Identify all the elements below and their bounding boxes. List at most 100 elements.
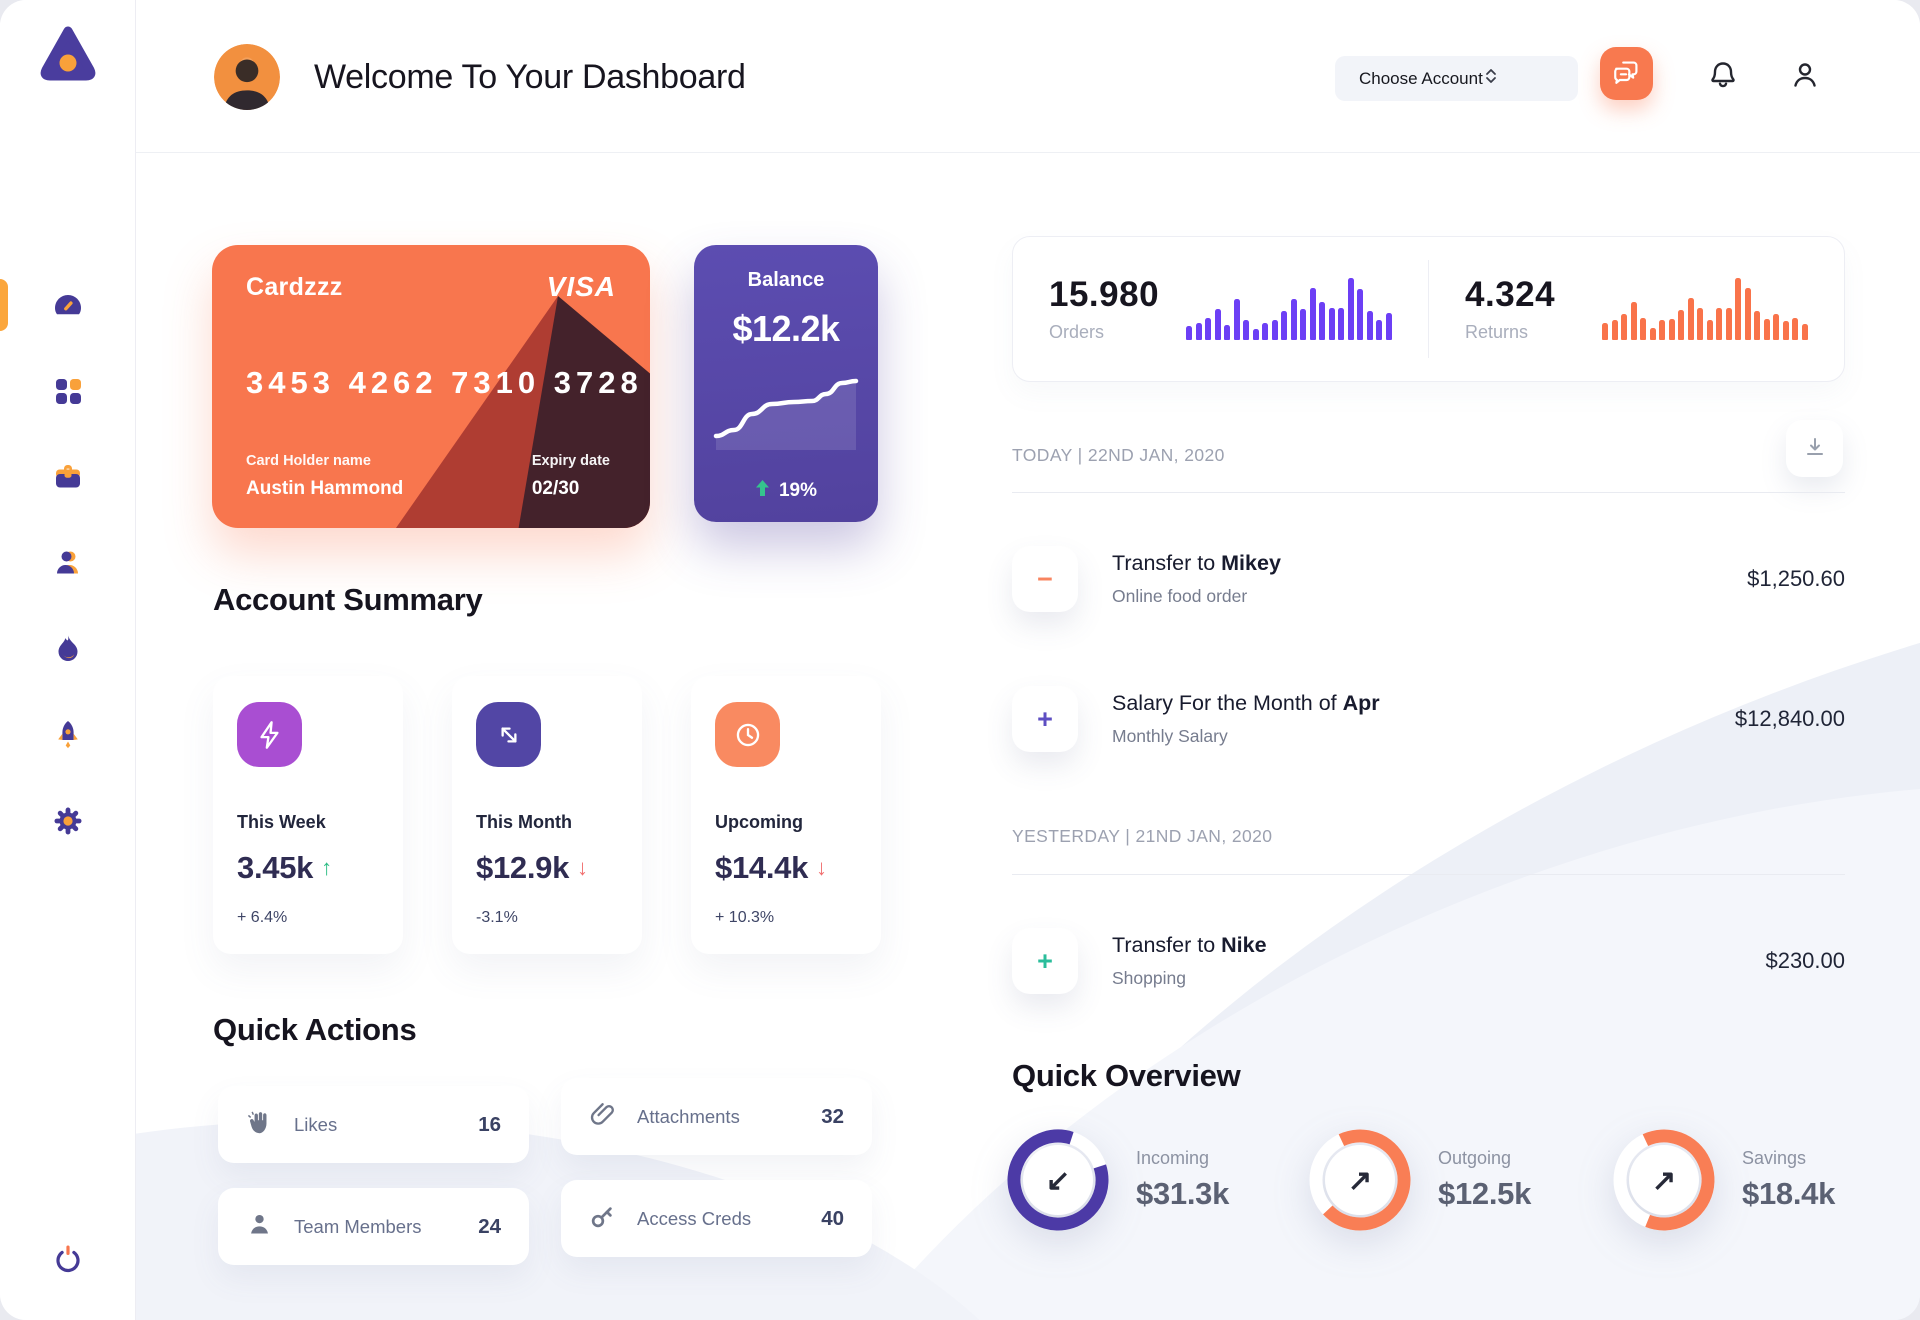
sidebar-item-work[interactable] xyxy=(0,460,135,494)
quick-action-count: 32 xyxy=(821,1104,844,1128)
orders-label: Orders xyxy=(1049,322,1105,342)
transaction-subtitle: Shopping xyxy=(1112,968,1186,988)
power-icon xyxy=(51,1245,85,1279)
overview-value: $12.5k xyxy=(1438,1176,1532,1211)
down-arrow: ↓ xyxy=(577,855,588,880)
orders-value: 15.980 xyxy=(1049,275,1160,314)
transaction-amount: $12,840.00 xyxy=(1734,706,1845,731)
quick-action-team-members[interactable]: Team Members 24 xyxy=(218,1188,529,1265)
transaction-row[interactable]: + Salary For the Month of Apr Monthly Sa… xyxy=(1012,686,1845,752)
users-icon xyxy=(51,546,85,580)
trend-up-arrow-icon xyxy=(755,480,770,502)
transaction-subtitle: Online food order xyxy=(1112,586,1248,606)
profile-icon xyxy=(1788,63,1822,95)
quick-action-attachments[interactable]: Attachments 32 xyxy=(561,1078,872,1155)
briefcase-icon xyxy=(51,460,85,494)
top-header: Welcome To Your Dashboard Choose Account xyxy=(136,0,1920,153)
dashboard-gauge-icon xyxy=(51,288,85,322)
quick-action-label: Access Creds xyxy=(637,1207,752,1229)
summary-delta: -3.1% xyxy=(476,909,518,926)
sidebar xyxy=(0,0,136,1320)
lightning-icon xyxy=(237,702,302,767)
summary-card-this-month: This Month $12.9k ↓ -3.1% xyxy=(452,676,642,954)
balance-label: Balance xyxy=(747,269,825,291)
visa-logo: VISA xyxy=(546,271,616,302)
member-icon xyxy=(246,1211,273,1243)
balance-card[interactable]: Balance $12.2k 19% xyxy=(694,245,878,522)
download-transactions-button[interactable] xyxy=(1786,420,1843,477)
sidebar-item-users[interactable] xyxy=(0,546,135,580)
summary-card-this-week: This Week 3.45k ↑ + 6.4% xyxy=(213,676,403,954)
diagonal-arrows-icon xyxy=(476,702,541,767)
bell-icon xyxy=(1706,62,1740,95)
clock-icon xyxy=(715,702,780,767)
transaction-amount: $1,250.60 xyxy=(1747,566,1845,591)
quick-action-count: 24 xyxy=(478,1214,501,1238)
balance-change: 19% xyxy=(778,480,818,501)
summary-value: $12.9k ↓ xyxy=(476,850,588,885)
quick-actions-title: Quick Actions xyxy=(213,1012,417,1047)
account-summary-title: Account Summary xyxy=(213,582,483,617)
incoming-progress-ring: ↙ xyxy=(1006,1128,1110,1232)
orders-stat: 15.980 Orders xyxy=(1013,275,1428,343)
overview-label: Outgoing xyxy=(1438,1148,1512,1168)
card-number: 3453 4262 7310 3728 xyxy=(246,365,643,400)
card-expiry-block: Expiry date 02/30 xyxy=(532,453,610,500)
transaction-row[interactable]: + Transfer to Nike Shopping $230.00 xyxy=(1012,928,1845,994)
apps-grid-icon xyxy=(51,374,85,408)
sidebar-item-trending[interactable] xyxy=(0,632,135,666)
sidebar-item-launch[interactable] xyxy=(0,718,135,752)
transaction-plus-icon: + xyxy=(1012,928,1078,994)
overview-savings: ↗ Savings $18.4k xyxy=(1612,1128,1835,1232)
transactions-group-header-yesterday: YESTERDAY | 21ND JAN, 2020 xyxy=(1012,826,1273,846)
quick-action-label: Team Members xyxy=(294,1215,422,1237)
balance-sparkline xyxy=(713,378,859,450)
quick-action-label: Likes xyxy=(294,1113,338,1135)
user-avatar[interactable] xyxy=(214,44,280,110)
overview-label: Incoming xyxy=(1136,1148,1210,1168)
savings-progress-ring: ↗ xyxy=(1612,1128,1716,1232)
sidebar-nav xyxy=(0,279,135,838)
page-title: Welcome To Your Dashboard xyxy=(314,58,746,96)
chat-icon xyxy=(1611,56,1643,91)
outgoing-progress-ring: ↗ xyxy=(1308,1128,1412,1232)
quick-action-count: 16 xyxy=(478,1112,501,1136)
sidebar-item-dashboard[interactable] xyxy=(0,279,135,331)
transaction-row[interactable]: − Transfer to Mikey Online food order $1… xyxy=(1012,546,1845,612)
key-icon xyxy=(589,1203,616,1235)
choose-account-dropdown[interactable]: Choose Account xyxy=(1335,56,1578,101)
credit-card[interactable]: Cardzzz VISA 3453 4262 7310 3728 Card Ho… xyxy=(212,245,650,528)
transaction-amount: $230.00 xyxy=(1765,948,1845,973)
logout-button[interactable] xyxy=(51,1242,85,1276)
arrow-up-right-icon: ↗ xyxy=(1651,1164,1677,1197)
sidebar-item-apps[interactable] xyxy=(0,374,135,408)
quick-action-access-creds[interactable]: Access Creds 40 xyxy=(561,1180,872,1257)
transaction-title: Salary For the Month of Apr xyxy=(1112,691,1380,715)
card-holder-name: Austin Hammond xyxy=(246,478,404,499)
paperclip-icon xyxy=(589,1101,616,1133)
divider xyxy=(1012,492,1845,493)
divider xyxy=(1012,874,1845,875)
choose-account-label: Choose Account xyxy=(1359,68,1483,88)
download-icon xyxy=(1803,435,1827,462)
card-holder-block: Card Holder name Austin Hammond xyxy=(246,453,403,500)
returns-stat: 4.324 Returns xyxy=(1429,275,1844,343)
returns-label: Returns xyxy=(1465,322,1529,342)
quick-overview-title: Quick Overview xyxy=(1012,1058,1241,1093)
quick-action-label: Attachments xyxy=(637,1105,740,1127)
orders-returns-panel: 15.980 Orders 4.324 Returns xyxy=(1012,236,1845,382)
orders-bar-chart xyxy=(1186,278,1392,340)
quick-action-likes[interactable]: Likes 16 xyxy=(218,1086,529,1163)
transaction-minus-icon: − xyxy=(1012,546,1078,612)
transaction-subtitle: Monthly Salary xyxy=(1112,726,1228,746)
notifications-button[interactable] xyxy=(1706,58,1740,92)
summary-card-upcoming: Upcoming $14.4k ↓ + 10.3% xyxy=(691,676,881,954)
profile-button[interactable] xyxy=(1788,58,1822,92)
balance-trend: 19% xyxy=(755,480,817,502)
overview-label: Savings xyxy=(1742,1148,1807,1168)
messages-button[interactable] xyxy=(1600,47,1653,100)
flame-icon xyxy=(51,632,85,666)
balance-value: $12.2k xyxy=(732,308,840,349)
sidebar-item-settings[interactable] xyxy=(0,804,135,838)
